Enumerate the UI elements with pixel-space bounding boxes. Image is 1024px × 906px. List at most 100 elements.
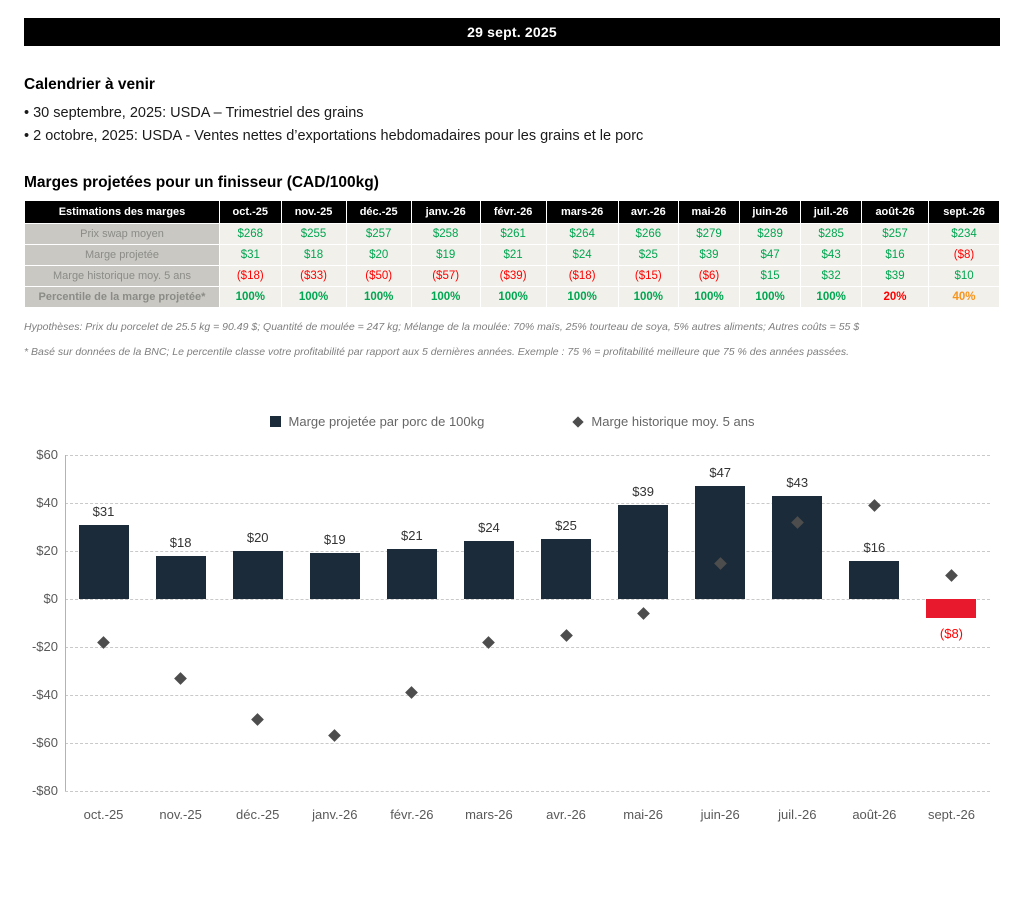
margin-bar bbox=[695, 486, 746, 599]
row-label: Marge historique moy. 5 ans bbox=[24, 265, 220, 287]
table-cell: 100% bbox=[410, 286, 481, 308]
table-header-label: Estimations des marges bbox=[24, 200, 220, 224]
y-axis-tick-label: -$20 bbox=[31, 639, 58, 654]
table-row: Marge projetée $31 $18 $20 $19 $21 $24 $25 $39 $4… bbox=[24, 244, 1000, 266]
bar-value-label: ($8) bbox=[939, 626, 964, 642]
bar-value-label: $24 bbox=[478, 520, 500, 536]
table-cell: 100% bbox=[219, 286, 282, 308]
table-row: Percentile de la marge projetée* 100% 100%… bbox=[24, 286, 1000, 308]
x-axis-tick-label: sept.-26 bbox=[927, 807, 975, 822]
margin-bar bbox=[618, 505, 669, 599]
x-axis-tick-label: juin-26 bbox=[700, 807, 740, 822]
assumptions-footnote: Hypothèses: Prix du porcelet de 25.5 kg … bbox=[24, 321, 860, 333]
margins-table-title: Marges projetées pour un finisseur (CAD/… bbox=[24, 174, 379, 191]
table-header-month: déc.-25 bbox=[345, 200, 412, 224]
historic-margin-diamond bbox=[328, 729, 342, 743]
table-header-month: mars-26 bbox=[545, 200, 619, 224]
table-cell: 100% bbox=[800, 286, 862, 308]
table-cell: $39 bbox=[678, 244, 740, 266]
chart-plot-area: $60 $40 $20 $0 -$20 -$40 -$60 -$80 $31 oct.-25 $18… bbox=[24, 447, 1000, 822]
table-header-month: juin-26 bbox=[738, 200, 802, 224]
row-label: Marge projetée bbox=[24, 244, 220, 266]
y-axis-tick-label: -$80 bbox=[31, 783, 58, 798]
table-cell: $257 bbox=[345, 223, 412, 245]
table-cell: $39 bbox=[860, 265, 930, 287]
historic-margin-diamond bbox=[559, 628, 573, 642]
chart-legend: Marge projetée par porc de 100kg Marge h… bbox=[24, 414, 1000, 429]
table-cell: 20% bbox=[860, 286, 930, 308]
table-cell: $266 bbox=[617, 223, 680, 245]
bar-value-label: $19 bbox=[323, 532, 346, 548]
gridline bbox=[65, 551, 990, 552]
gridline bbox=[65, 695, 990, 696]
table-cell: $261 bbox=[479, 223, 547, 245]
bar-value-label: $47 bbox=[709, 465, 732, 481]
table-cell: ($15) bbox=[617, 265, 680, 287]
table-header-month: nov.-25 bbox=[280, 200, 347, 224]
y-axis-tick-label: -$40 bbox=[31, 687, 58, 702]
table-cell: ($57) bbox=[410, 265, 481, 287]
table-cell: $19 bbox=[410, 244, 481, 266]
table-cell: 40% bbox=[928, 286, 1000, 308]
table-cell: $264 bbox=[545, 223, 619, 245]
date-banner: 29 sept. 2025 bbox=[24, 18, 1000, 46]
table-cell: $18 bbox=[280, 244, 347, 266]
margin-bar bbox=[541, 539, 592, 599]
table-cell: $31 bbox=[219, 244, 282, 266]
table-header-month: févr.-26 bbox=[479, 200, 547, 224]
table-header-month: août-26 bbox=[860, 200, 930, 224]
table-header-month: juil.-26 bbox=[800, 200, 862, 224]
table-cell: ($8) bbox=[928, 244, 1000, 266]
gridline bbox=[65, 503, 990, 504]
table-cell: ($33) bbox=[280, 265, 347, 287]
table-cell: $255 bbox=[280, 223, 347, 245]
table-cell: 100% bbox=[345, 286, 412, 308]
margin-bar bbox=[232, 551, 283, 599]
margin-bar bbox=[926, 599, 977, 619]
table-cell: $24 bbox=[545, 244, 619, 266]
y-axis-tick-label: -$60 bbox=[31, 735, 58, 750]
historic-margin-diamond bbox=[251, 712, 265, 726]
table-cell: $279 bbox=[678, 223, 740, 245]
x-axis-tick-label: févr.-26 bbox=[390, 807, 434, 822]
x-axis-tick-label: oct.-25 bbox=[83, 807, 124, 822]
historic-margin-diamond bbox=[636, 607, 650, 620]
historic-margin-diamond bbox=[174, 671, 187, 685]
table-header-month: sept.-26 bbox=[928, 200, 1000, 224]
historic-margin-diamond bbox=[945, 568, 958, 582]
gridline bbox=[65, 791, 990, 792]
margin-bar bbox=[155, 555, 206, 599]
bar-value-label: $39 bbox=[632, 484, 654, 500]
gridline bbox=[65, 599, 990, 600]
table-header-month: avr.-26 bbox=[617, 200, 680, 224]
table-cell: $47 bbox=[738, 244, 802, 266]
margin-chart: Marge projetée par porc de 100kg Marge h… bbox=[24, 414, 1000, 822]
table-cell: $43 bbox=[800, 244, 862, 266]
table-cell: 100% bbox=[280, 286, 347, 308]
row-label: Prix swap moyen bbox=[24, 223, 220, 245]
historic-margin-diamond bbox=[868, 499, 881, 512]
x-axis-tick-label: août-26 bbox=[852, 807, 897, 822]
bar-value-label: $16 bbox=[863, 539, 886, 555]
table-cell: $21 bbox=[479, 244, 547, 266]
diamond-swatch-icon bbox=[572, 415, 585, 428]
table-cell: ($6) bbox=[678, 265, 740, 287]
report-page: 29 sept. 2025 Calendrier à venir • 30 se… bbox=[24, 18, 1000, 822]
margin-bar bbox=[463, 541, 514, 599]
bar-value-label: $43 bbox=[786, 474, 809, 490]
table-row: Prix swap moyen $268 $255 $257 $258 $261 $264 $… bbox=[24, 223, 1000, 245]
margins-table: Estimations des marges oct.-25 nov.-25 déc.… bbox=[24, 200, 1000, 308]
table-cell: 100% bbox=[738, 286, 802, 308]
gridline bbox=[65, 743, 990, 744]
historic-margin-diamond bbox=[405, 686, 419, 699]
calendar-item: • 2 octobre, 2025: USDA - Ventes nettes … bbox=[24, 128, 644, 144]
table-cell: $32 bbox=[800, 265, 862, 287]
table-cell: $15 bbox=[738, 265, 802, 287]
report-date: 29 sept. 2025 bbox=[467, 24, 557, 40]
bar-value-label: $31 bbox=[92, 503, 115, 519]
x-axis-tick-label: mars-26 bbox=[465, 807, 513, 822]
table-cell: $289 bbox=[738, 223, 802, 245]
table-cell: ($50) bbox=[345, 265, 412, 287]
table-cell: ($39) bbox=[479, 265, 547, 287]
margin-bar bbox=[78, 524, 129, 599]
